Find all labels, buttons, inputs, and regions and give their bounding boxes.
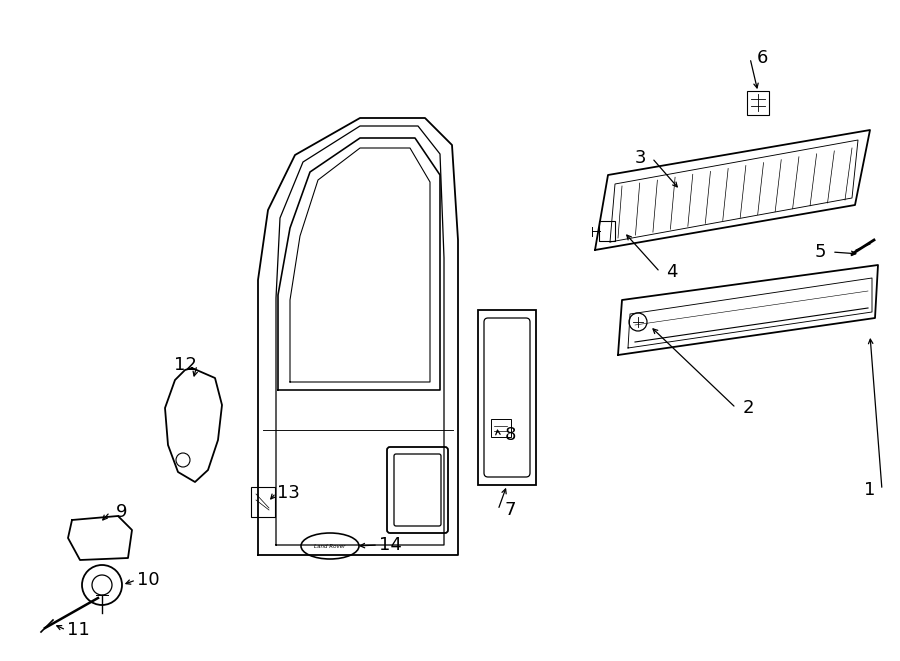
Text: 9: 9 <box>116 503 128 521</box>
FancyBboxPatch shape <box>599 221 615 241</box>
Text: 8: 8 <box>504 426 516 444</box>
FancyBboxPatch shape <box>394 454 441 526</box>
Text: 11: 11 <box>67 621 89 639</box>
Text: 2: 2 <box>742 399 754 417</box>
FancyBboxPatch shape <box>747 91 769 115</box>
Text: 14: 14 <box>379 536 401 554</box>
Text: 5: 5 <box>814 243 826 261</box>
Text: 13: 13 <box>276 484 300 502</box>
FancyBboxPatch shape <box>491 419 511 437</box>
Bar <box>478 310 536 485</box>
FancyBboxPatch shape <box>251 487 275 517</box>
FancyBboxPatch shape <box>484 318 530 477</box>
FancyBboxPatch shape <box>387 447 448 533</box>
Text: Land Rover: Land Rover <box>314 543 346 549</box>
Text: 4: 4 <box>666 263 678 281</box>
Text: 7: 7 <box>504 501 516 519</box>
Text: 3: 3 <box>634 149 646 167</box>
Text: 12: 12 <box>174 356 196 374</box>
Text: 1: 1 <box>864 481 876 499</box>
Text: 10: 10 <box>137 571 159 589</box>
Text: 6: 6 <box>756 49 768 67</box>
